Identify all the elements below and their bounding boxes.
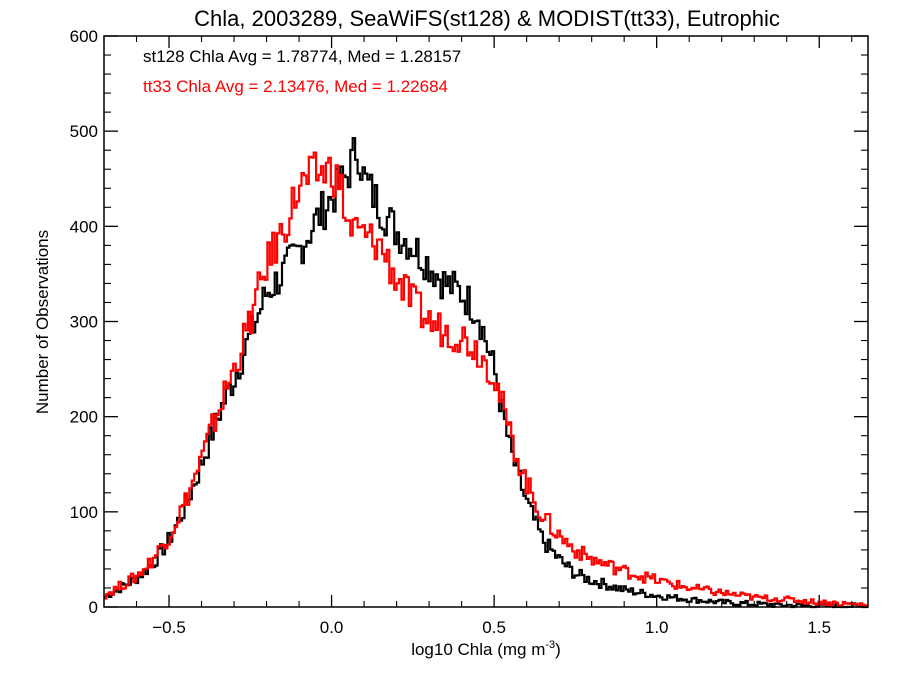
series-0-line (104, 137, 868, 609)
y-tick-label: 400 (70, 217, 98, 236)
x-tick-label: 0.0 (320, 618, 344, 637)
y-axis-label: Number of Observations (33, 230, 52, 414)
y-tick-label: 100 (70, 503, 98, 522)
x-tick-label: 1.0 (645, 618, 669, 637)
x-tick-label: 0.5 (482, 618, 506, 637)
annotation-st128: st128 Chla Avg = 1.78774, Med = 1.28157 (143, 47, 461, 66)
x-axis-label-sup: -3 (545, 639, 555, 651)
y-tick-label: 0 (89, 598, 98, 617)
series-layer (104, 137, 869, 609)
x-tick-label: 1.5 (807, 618, 831, 637)
y-tick-label: 300 (70, 313, 98, 332)
y-tick-label: 500 (70, 122, 98, 141)
x-axis-label-main: log10 Chla (mg m (411, 640, 545, 659)
plot-frame (103, 35, 869, 608)
annotation-tt33: tt33 Chla Avg = 2.13476, Med = 1.22684 (143, 77, 448, 96)
x-axis-label: log10 Chla (mg m-3) (411, 639, 561, 659)
y-tick-label: 200 (70, 408, 98, 427)
x-axis-ticks: −0.5 0.0 0.5 1.0 1.5 (103, 36, 853, 637)
y-axis-ticks: 0 100 200 300 400 500 600 (70, 27, 868, 617)
y-tick-label: 600 (70, 27, 98, 46)
series-1-line (104, 151, 869, 608)
chart-title: Chla, 2003289, SeaWiFS(st128) & MODIST(t… (194, 6, 780, 31)
x-axis-label-end: ) (555, 640, 561, 659)
x-tick-label: −0.5 (152, 618, 186, 637)
